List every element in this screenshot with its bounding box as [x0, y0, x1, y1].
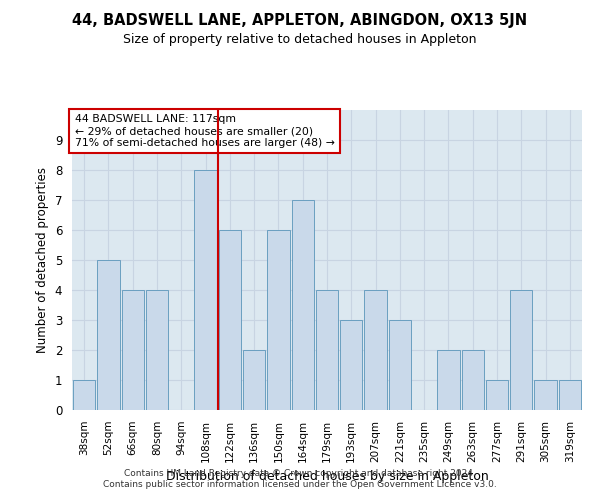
Bar [535, 380, 557, 410]
Y-axis label: Number of detached properties: Number of detached properties [36, 167, 49, 353]
Bar [292, 200, 314, 410]
Bar [364, 290, 387, 410]
Bar [218, 230, 241, 410]
Bar [267, 230, 290, 410]
Bar [97, 260, 119, 410]
Bar [316, 290, 338, 410]
Bar [73, 380, 95, 410]
Bar [461, 350, 484, 410]
Text: 44 BADSWELL LANE: 117sqm
← 29% of detached houses are smaller (20)
71% of semi-d: 44 BADSWELL LANE: 117sqm ← 29% of detach… [74, 114, 334, 148]
Bar [437, 350, 460, 410]
Text: 44, BADSWELL LANE, APPLETON, ABINGDON, OX13 5JN: 44, BADSWELL LANE, APPLETON, ABINGDON, O… [73, 12, 527, 28]
Bar [243, 350, 265, 410]
Bar [510, 290, 532, 410]
Text: Size of property relative to detached houses in Appleton: Size of property relative to detached ho… [123, 34, 477, 46]
Bar [340, 320, 362, 410]
Bar [486, 380, 508, 410]
Bar [122, 290, 144, 410]
X-axis label: Distribution of detached houses by size in Appleton: Distribution of detached houses by size … [166, 470, 488, 483]
Bar [146, 290, 168, 410]
Bar [559, 380, 581, 410]
Text: Contains HM Land Registry data © Crown copyright and database right 2024.: Contains HM Land Registry data © Crown c… [124, 468, 476, 477]
Bar [194, 170, 217, 410]
Text: Contains public sector information licensed under the Open Government Licence v3: Contains public sector information licen… [103, 480, 497, 489]
Bar [389, 320, 411, 410]
